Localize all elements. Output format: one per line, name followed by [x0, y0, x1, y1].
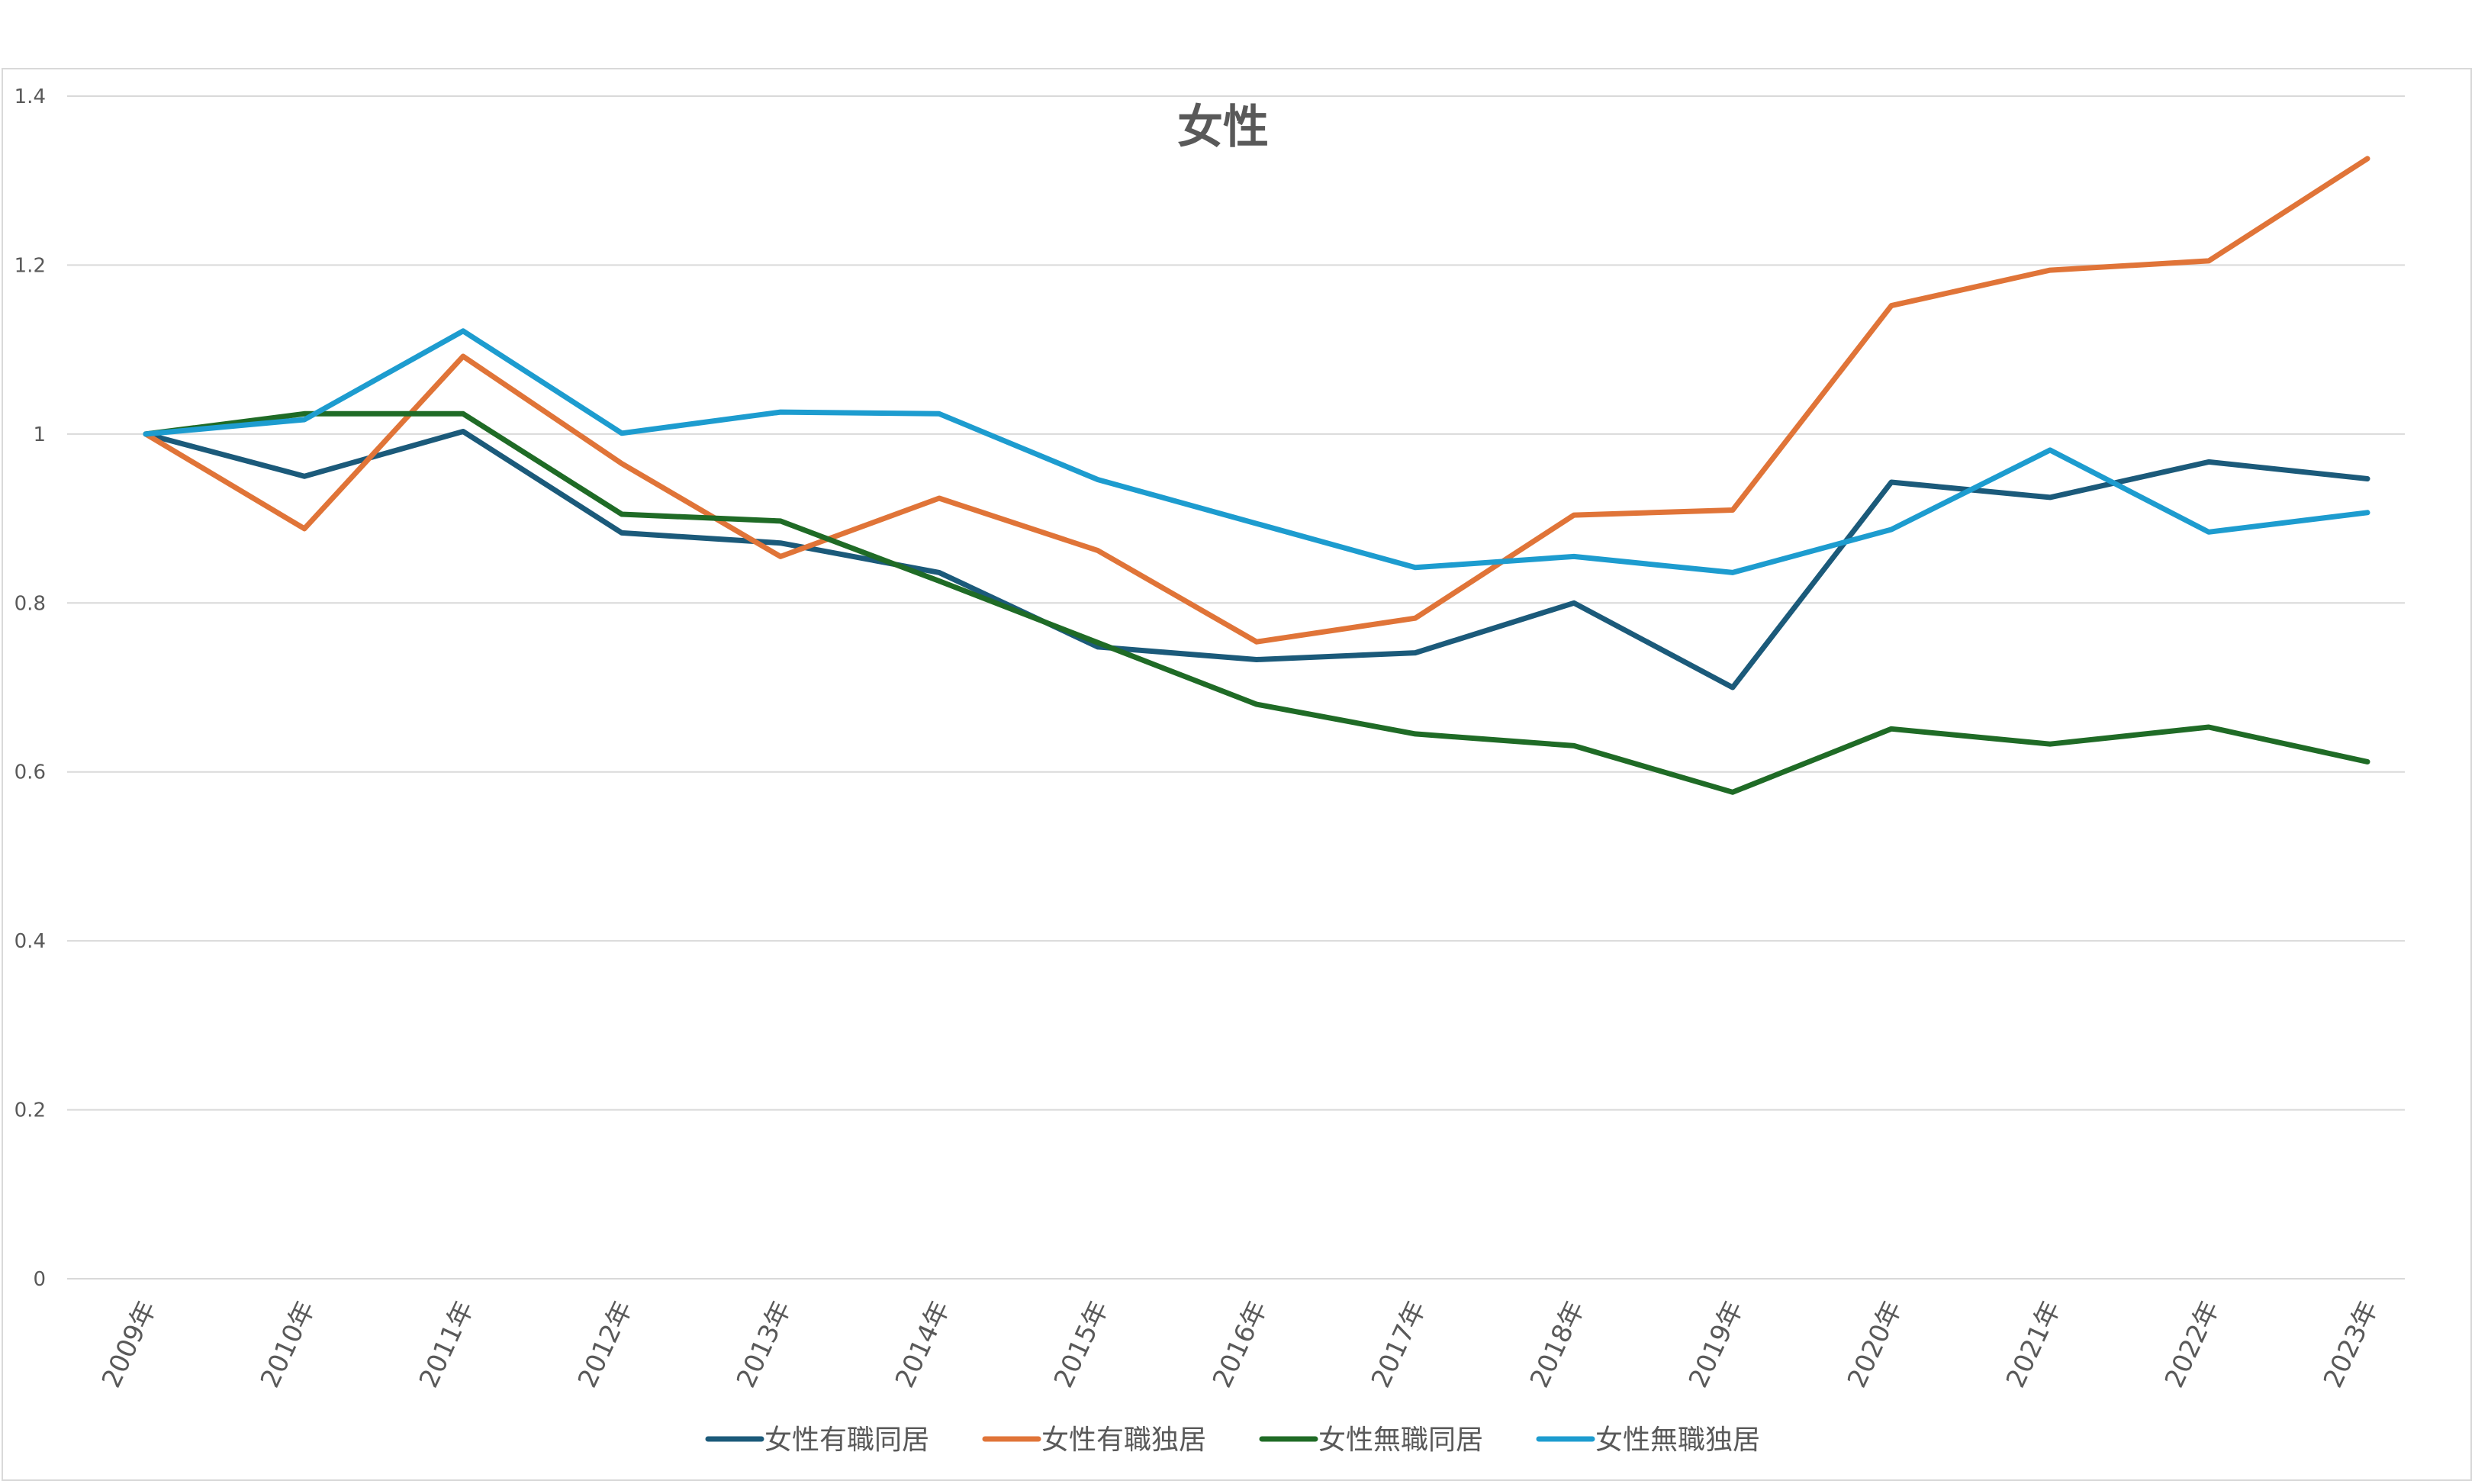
x-tick-label: 2023年: [2318, 1296, 2384, 1392]
x-axis-ticks: 2009年 2010年 2011年 2012年 2013年 2014年 2015年 2016年…: [96, 1296, 2384, 1392]
y-axis-ticks: 0 0.2 0.4 0.6 0.8 1 1.2 1.4: [14, 85, 46, 1291]
series-line-1: [143, 429, 2370, 690]
legend: 女性有職同居 女性有職独居 女性無職同居 女性無職独居: [705, 1424, 1760, 1456]
legend-label: 女性有職同居: [764, 1424, 929, 1456]
x-tick-label: 2015年: [1048, 1296, 1115, 1392]
series-line-4: [143, 328, 2370, 575]
x-tick-label: 2014年: [890, 1296, 956, 1392]
chart-title: 女性: [1177, 101, 1269, 154]
x-tick-label: 2021年: [2000, 1296, 2067, 1392]
x-tick-label: 2013年: [731, 1296, 797, 1392]
chart-frame: [2, 68, 2472, 1481]
y-tick-label: 0: [33, 1268, 46, 1291]
y-tick-label: 1: [33, 423, 46, 446]
legend-label: 女性有職独居: [1041, 1424, 1206, 1456]
x-tick-label: 2010年: [255, 1296, 321, 1392]
x-tick-label: 2020年: [1842, 1296, 1908, 1392]
series-line-3: [143, 410, 2370, 795]
y-tick-label: 1.4: [14, 85, 46, 108]
x-tick-label: 2018年: [1524, 1296, 1591, 1392]
gridlines: [67, 95, 2405, 1280]
x-tick-label: 2009年: [96, 1296, 163, 1392]
x-tick-label: 2017年: [1366, 1296, 1432, 1392]
legend-label: 女性無職同居: [1318, 1424, 1483, 1456]
y-tick-label: 0.8: [14, 592, 46, 615]
y-tick-label: 1.2: [14, 254, 46, 277]
x-tick-label: 2011年: [414, 1296, 480, 1392]
x-tick-label: 2019年: [1683, 1296, 1749, 1392]
y-tick-label: 0.4: [14, 930, 46, 953]
y-tick-label: 0.6: [14, 761, 46, 784]
x-tick-label: 2012年: [572, 1296, 639, 1392]
x-tick-label: 2022年: [2159, 1296, 2226, 1392]
series-line-2: [143, 156, 2370, 645]
y-tick-label: 0.2: [14, 1099, 46, 1122]
legend-label: 女性無職独居: [1595, 1424, 1760, 1456]
x-tick-label: 2016年: [1207, 1296, 1273, 1392]
series-lines: [143, 156, 2370, 795]
